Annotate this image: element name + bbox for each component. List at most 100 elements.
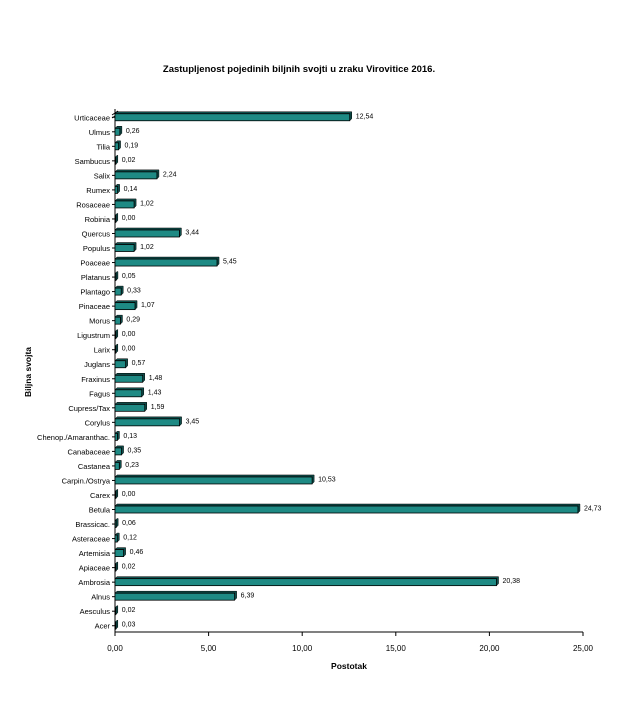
category-label: Acer: [95, 622, 111, 631]
bar: [114, 316, 121, 325]
category-label: Carpin./Ostrya: [62, 476, 111, 485]
category-label: Betula: [89, 506, 111, 515]
value-label: 0,33: [127, 288, 141, 295]
bar: [114, 607, 117, 616]
category-label: Chenop./Amaranthac.: [37, 433, 110, 442]
category-label: Ambrosia: [78, 578, 111, 587]
category-label: Artemisia: [79, 549, 111, 558]
category-label: Rumex: [86, 186, 110, 195]
bar: [114, 345, 117, 354]
x-tick-label: 25,00: [573, 644, 594, 653]
bar: [114, 520, 117, 528]
value-label: 1,07: [141, 302, 155, 309]
value-label: 0,00: [122, 215, 136, 222]
value-label: 0,05: [122, 273, 136, 280]
value-label: 0,12: [123, 535, 137, 542]
category-label: Salix: [94, 171, 111, 180]
value-label: 0,35: [128, 447, 142, 454]
bar: [114, 563, 117, 572]
category-label: Ulmus: [89, 128, 111, 137]
category-label: Carex: [90, 491, 110, 500]
bar: [114, 360, 127, 369]
x-tick-label: 10,00: [292, 644, 313, 653]
bar: [114, 389, 143, 398]
category-label: Aesculus: [80, 607, 111, 616]
category-label: Asteraceae: [72, 535, 110, 544]
category-label: Plantago: [80, 288, 110, 297]
bar: [114, 229, 180, 238]
value-label: 0,19: [125, 142, 139, 149]
bar: [114, 142, 119, 151]
bar: [114, 462, 120, 470]
x-axis-title: Postotak: [331, 661, 367, 671]
value-label: 0,29: [126, 317, 140, 324]
value-label: 0,13: [123, 433, 137, 440]
bar: [114, 331, 117, 340]
value-label: 1,59: [151, 404, 165, 411]
x-tick-label: 0,00: [107, 644, 123, 653]
value-label: 24,73: [584, 506, 602, 513]
category-label: Alnus: [91, 593, 110, 602]
value-label: 6,39: [241, 593, 255, 600]
bar: [114, 215, 117, 223]
category-label: Ligustrum: [77, 331, 110, 340]
value-label: 0,00: [122, 331, 136, 338]
value-label: 0,26: [126, 128, 140, 135]
value-label: 3,44: [185, 229, 199, 236]
value-label: 1,48: [149, 375, 163, 382]
category-label: Morus: [89, 317, 110, 326]
value-label: 1,02: [140, 244, 154, 251]
bar: [114, 447, 122, 456]
bar: [114, 491, 117, 499]
value-label: 2,24: [163, 171, 177, 178]
category-label: Cupress/Tax: [68, 404, 110, 413]
bar: [114, 244, 135, 252]
category-label: Urticaceae: [74, 113, 110, 122]
value-label: 0,14: [124, 186, 138, 193]
bar: [114, 621, 117, 630]
bar: [114, 476, 313, 485]
value-label: 0,02: [122, 564, 136, 571]
bar: [114, 171, 158, 180]
value-label: 0,02: [122, 607, 136, 614]
bar: [114, 156, 117, 165]
bar: [114, 127, 121, 136]
value-label: 5,45: [223, 259, 237, 266]
value-label: 0,06: [122, 520, 136, 527]
bar: [114, 273, 117, 281]
category-label: Fraxinus: [81, 375, 110, 384]
bar: [114, 403, 146, 412]
category-label: Populus: [83, 244, 110, 253]
plot-area: 0,00 5,00 10,00 15,00 20,00 25,00 Urticaceae 12…: [37, 109, 602, 653]
x-tick-label: 5,00: [201, 644, 217, 653]
bar: [114, 505, 579, 514]
bar: [114, 287, 122, 296]
category-label: Poaceae: [80, 259, 110, 268]
category-label: Platanus: [81, 273, 110, 282]
value-label: 10,53: [318, 476, 336, 483]
x-tick-label: 15,00: [386, 644, 407, 653]
category-label: Brassicac.: [75, 520, 110, 529]
chart-title: Zastupljenost pojedinih biljnih svojti u…: [163, 64, 435, 75]
bar: [114, 549, 125, 557]
value-label: 1,43: [148, 389, 162, 396]
category-label: Sambucus: [75, 157, 111, 166]
category-label: Tilia: [97, 142, 111, 151]
bar: [114, 113, 351, 122]
value-label: 1,02: [140, 200, 154, 207]
value-label: 3,45: [186, 418, 200, 425]
category-label: Apiaceae: [79, 564, 110, 573]
value-label: 0,00: [122, 491, 136, 498]
bar: [114, 578, 497, 587]
category-label: Fagus: [89, 389, 110, 398]
value-label: 0,00: [122, 346, 136, 353]
category-label: Canabaceae: [67, 447, 110, 456]
value-label: 0,23: [125, 462, 139, 469]
category-label: Pinaceae: [79, 302, 110, 311]
bar: [114, 200, 135, 209]
x-tick-label: 20,00: [479, 644, 500, 653]
bar: [114, 258, 218, 267]
value-label: 0,46: [130, 549, 144, 556]
category-label: Rosaceae: [76, 200, 110, 209]
